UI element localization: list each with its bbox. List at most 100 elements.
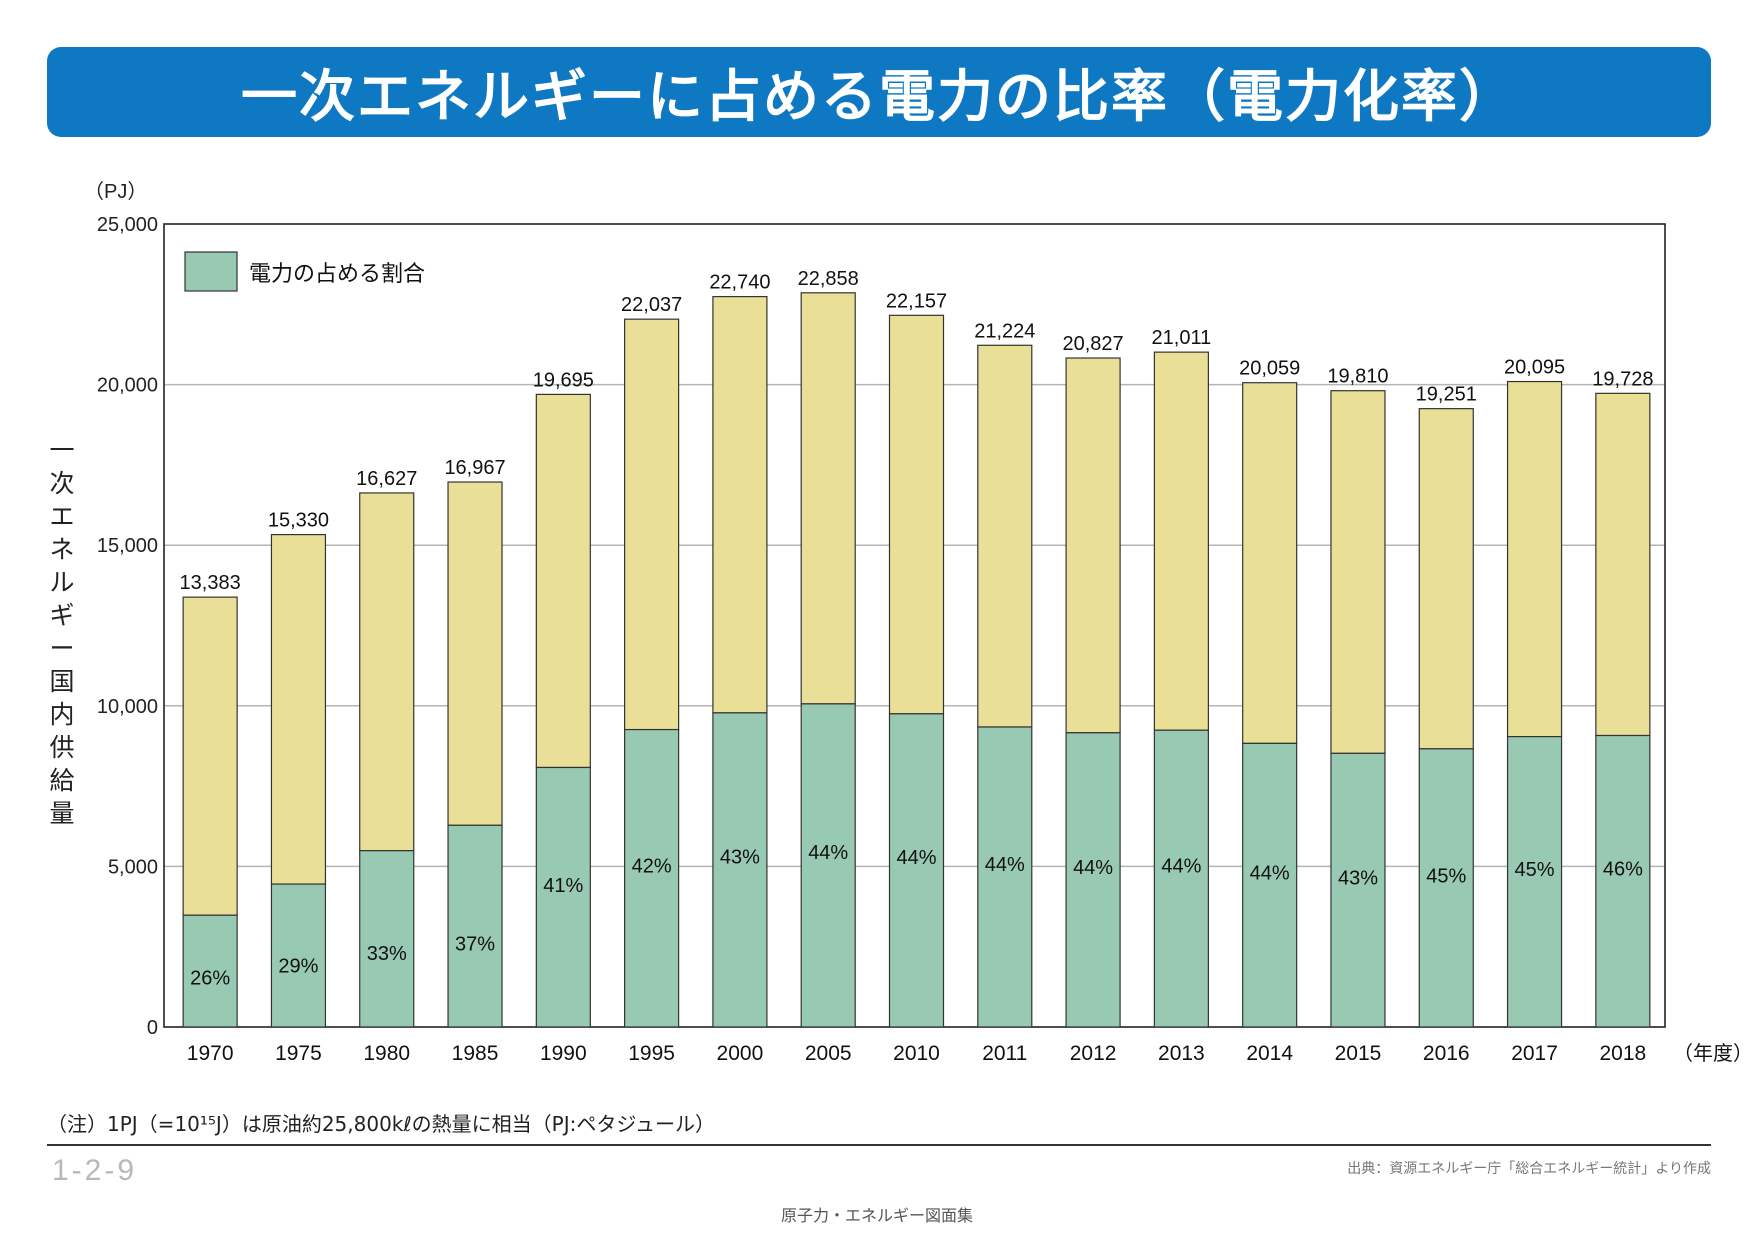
unit-note: （注）1PJ（=10¹⁵J）は原油約25,800kℓの熱量に相当（PJ:ペタジュ… bbox=[47, 1112, 715, 1136]
bar-total-segment bbox=[1242, 382, 1298, 744]
bar-electricity-segment bbox=[1330, 752, 1386, 1028]
y-axis-label-char: エ bbox=[49, 502, 74, 531]
bar-electricity-segment bbox=[712, 712, 768, 1028]
share-label: 41% bbox=[543, 875, 583, 897]
y-axis-label-char: 次 bbox=[49, 469, 74, 498]
share-label: 44% bbox=[1161, 856, 1201, 878]
total-value-label: 22,037 bbox=[621, 294, 682, 316]
total-value-label: 22,157 bbox=[886, 290, 947, 312]
total-value-label: 13,383 bbox=[180, 572, 241, 594]
total-value-label: 19,728 bbox=[1592, 368, 1653, 390]
share-label: 46% bbox=[1603, 858, 1643, 880]
y-axis-label-char: ネ bbox=[49, 535, 74, 564]
total-value-label: 19,695 bbox=[533, 369, 594, 391]
share-label: 26% bbox=[190, 968, 230, 990]
share-label: 45% bbox=[1515, 859, 1555, 881]
share-label: 44% bbox=[1073, 857, 1113, 879]
y-tick-label: 5,000 bbox=[108, 856, 158, 878]
bar-total-segment bbox=[447, 481, 503, 826]
total-value-label: 16,967 bbox=[444, 457, 505, 479]
figure-number: 1-2-9 bbox=[52, 1154, 138, 1187]
share-label: 44% bbox=[808, 842, 848, 864]
total-value-label: 21,011 bbox=[1152, 327, 1212, 349]
bar-total-segment bbox=[359, 492, 415, 852]
share-label: 42% bbox=[632, 855, 672, 877]
legend-label: 電力の占める割合 bbox=[249, 262, 425, 287]
total-value-label: 20,059 bbox=[1239, 358, 1300, 380]
total-value-label: 20,827 bbox=[1063, 333, 1124, 355]
bar-total-segment bbox=[888, 314, 945, 715]
share-label: 43% bbox=[1338, 868, 1378, 890]
bar-electricity-segment bbox=[888, 713, 945, 1028]
stacked-bar-chart: 0 5,000 10,000 15,000 20,000 25,000 （PJ） 一次エネルギ… bbox=[49, 180, 1753, 1065]
x-tick-label: 1990 bbox=[540, 1042, 587, 1065]
bar-total-segment bbox=[270, 534, 327, 885]
bar-electricity-segment bbox=[1506, 736, 1563, 1028]
chart-title: 一次エネルギーに占める電力の比率（電力化率） bbox=[241, 64, 1517, 130]
bar-electricity-segment bbox=[977, 726, 1033, 1028]
y-axis-label-char: ギ bbox=[49, 601, 74, 630]
total-value-label: 22,858 bbox=[798, 268, 859, 290]
y-axis-label-char: 一 bbox=[49, 436, 74, 465]
title-banner: 一次エネルギーに占める電力の比率（電力化率） bbox=[47, 47, 1711, 137]
divider bbox=[47, 1144, 1711, 1146]
y-tick-label: 15,000 bbox=[97, 535, 158, 557]
source-credit: 出典：資源エネルギー庁「総合エネルギー統計」より作成 bbox=[1347, 1161, 1711, 1177]
y-tick-label: 10,000 bbox=[97, 696, 158, 718]
y-tick-label: 25,000 bbox=[97, 214, 158, 236]
total-value-label: 15,330 bbox=[268, 510, 329, 532]
total-value-label: 21,224 bbox=[974, 320, 1035, 342]
bar-electricity-segment bbox=[535, 766, 591, 1028]
share-label: 43% bbox=[720, 847, 760, 869]
share-label: 37% bbox=[455, 933, 495, 955]
bar-total-segment bbox=[1065, 357, 1121, 734]
bar-electricity-segment bbox=[1242, 742, 1298, 1028]
x-tick-label: 2018 bbox=[1599, 1042, 1646, 1065]
y-axis-label-char: 量 bbox=[49, 799, 74, 828]
total-value-label: 20,095 bbox=[1504, 357, 1565, 379]
x-unit-label: （年度） bbox=[1673, 1041, 1753, 1065]
y-tick-label: 0 bbox=[147, 1017, 158, 1039]
x-tick-label: 2005 bbox=[805, 1042, 852, 1065]
share-label: 29% bbox=[278, 956, 318, 978]
bar-total-segment bbox=[535, 393, 591, 769]
bar-total-segment bbox=[624, 318, 680, 731]
footer-title: 原子力・エネルギー図面集 bbox=[780, 1206, 973, 1225]
total-value-label: 16,627 bbox=[356, 468, 417, 490]
x-tick-label: 2011 bbox=[982, 1042, 1027, 1065]
y-axis-label-char: 国 bbox=[49, 667, 74, 696]
x-tick-label: 2010 bbox=[893, 1042, 940, 1065]
y-axis-label-char: 内 bbox=[49, 700, 74, 729]
bar-total-segment bbox=[1506, 380, 1563, 738]
share-label: 33% bbox=[367, 943, 407, 965]
y-unit-label: （PJ） bbox=[84, 180, 147, 203]
bar-electricity-segment bbox=[1418, 748, 1474, 1028]
bar-total-segment bbox=[977, 344, 1033, 728]
y-tick-label: 20,000 bbox=[97, 375, 158, 397]
x-tick-label: 1970 bbox=[187, 1042, 234, 1065]
x-tick-label: 1985 bbox=[452, 1042, 499, 1065]
bar-total-segment bbox=[1595, 392, 1651, 737]
share-label: 44% bbox=[985, 854, 1025, 876]
total-value-label: 22,740 bbox=[709, 272, 770, 294]
total-value-label: 19,251 bbox=[1416, 384, 1477, 406]
bar-total-segment bbox=[800, 292, 856, 705]
bar-total-segment bbox=[1418, 408, 1474, 750]
bar-electricity-segment bbox=[800, 703, 856, 1028]
bar-electricity-segment bbox=[1153, 729, 1209, 1028]
x-tick-label: 2013 bbox=[1158, 1042, 1205, 1065]
x-tick-label: 2014 bbox=[1246, 1042, 1293, 1065]
bar-total-segment bbox=[182, 596, 238, 916]
y-axis-label-char: ル bbox=[49, 568, 74, 597]
x-tick-label: 1995 bbox=[628, 1042, 675, 1065]
bar-electricity-segment bbox=[447, 824, 503, 1028]
bar-electricity-segment bbox=[1065, 732, 1121, 1028]
share-label: 45% bbox=[1426, 865, 1466, 887]
bar-total-segment bbox=[1153, 351, 1209, 731]
y-axis-label-char: ー bbox=[49, 634, 74, 663]
x-tick-label: 2017 bbox=[1511, 1042, 1558, 1065]
bar-electricity-segment bbox=[1595, 734, 1651, 1028]
legend-swatch bbox=[184, 251, 238, 292]
x-tick-label: 1975 bbox=[275, 1042, 322, 1065]
total-value-label: 19,810 bbox=[1327, 366, 1388, 388]
